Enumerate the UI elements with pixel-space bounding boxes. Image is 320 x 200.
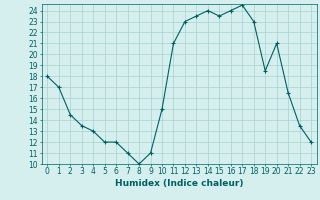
X-axis label: Humidex (Indice chaleur): Humidex (Indice chaleur) bbox=[115, 179, 244, 188]
